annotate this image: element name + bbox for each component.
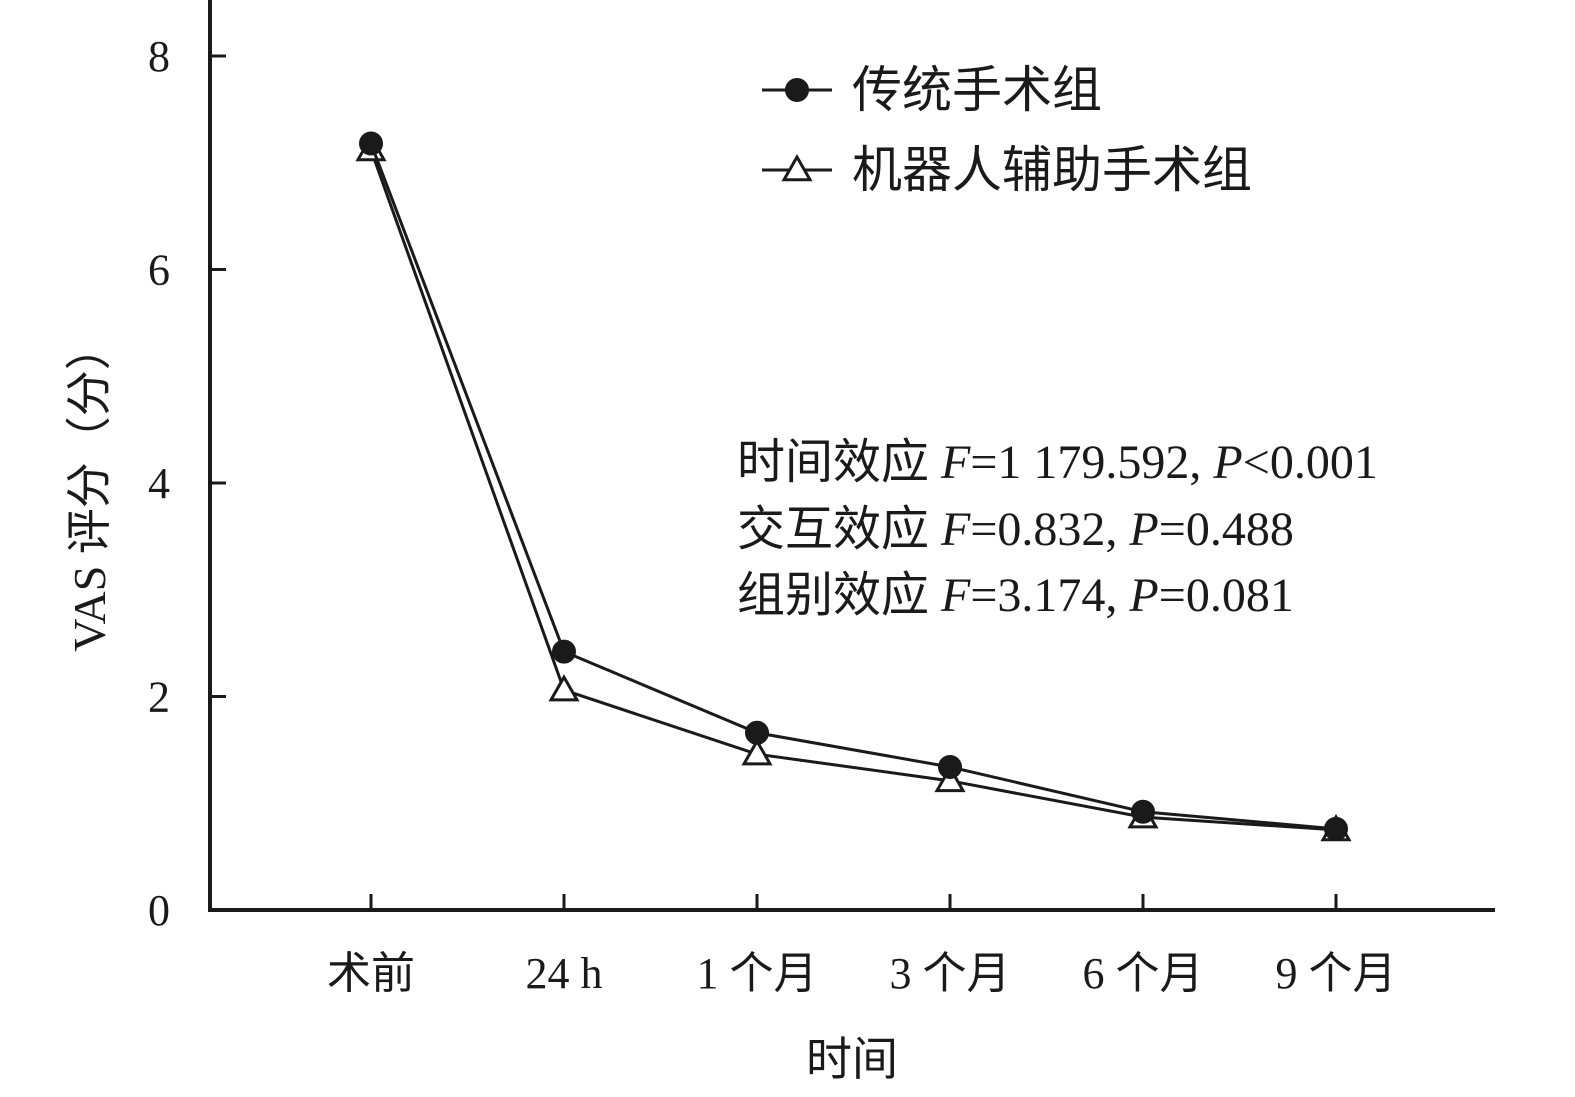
data-point (934, 764, 966, 793)
data-point (741, 738, 773, 766)
x-tick-label: 术前 (327, 949, 415, 998)
data-point (745, 720, 769, 745)
legend-label: 机器人辅助手术组 (852, 142, 1252, 198)
series-line (369, 149, 1337, 832)
y-axis-title: VAS 评分（分） (64, 324, 115, 652)
y-tick-label: 8 (148, 32, 170, 81)
x-tick-label: 24 h (526, 949, 603, 998)
x-tick-label: 9 个月 (1276, 949, 1397, 998)
legend-entry-1: 传统手术组 (762, 62, 1102, 118)
y-tick-label: 6 (148, 246, 170, 295)
legend-label: 传统手术组 (852, 62, 1102, 118)
legend-marker (781, 153, 813, 182)
statistics-line-3: 组别效应 F=3.174, P=0.081 (737, 569, 1294, 622)
axes: 0 2 4 6 8 术前 24 h 1 个月 3 个月 6 个月 9 个月 (148, 0, 1495, 998)
series-layer (355, 131, 1352, 842)
y-tick-label: 2 (148, 673, 170, 722)
x-axis-title: 时间 (806, 1034, 898, 1085)
y-tick-label: 0 (148, 886, 170, 935)
data-point (1131, 799, 1155, 824)
data-point (1324, 816, 1348, 841)
y-tick-label: 4 (148, 459, 170, 508)
x-tick-label: 6 个月 (1083, 949, 1204, 998)
data-point (548, 674, 580, 702)
series-line (369, 143, 1337, 831)
legend-marker (785, 78, 809, 102)
legend-entry-2: 机器人辅助手术组 (762, 142, 1252, 198)
x-tick-label: 3 个月 (890, 949, 1011, 998)
data-point (359, 131, 383, 156)
x-tick-label: 1 个月 (697, 949, 818, 998)
series-1 (359, 131, 1348, 841)
data-point (938, 754, 962, 779)
statistics-line-2: 交互效应 F=0.832, P=0.488 (737, 503, 1294, 556)
statistics-line-1: 时间效应 F=1 179.592, P<0.001 (737, 436, 1378, 489)
statistics-annotation: 时间效应 F=1 179.592, P<0.001 交互效应 F=0.832, P… (737, 436, 1378, 622)
data-point (552, 639, 576, 664)
